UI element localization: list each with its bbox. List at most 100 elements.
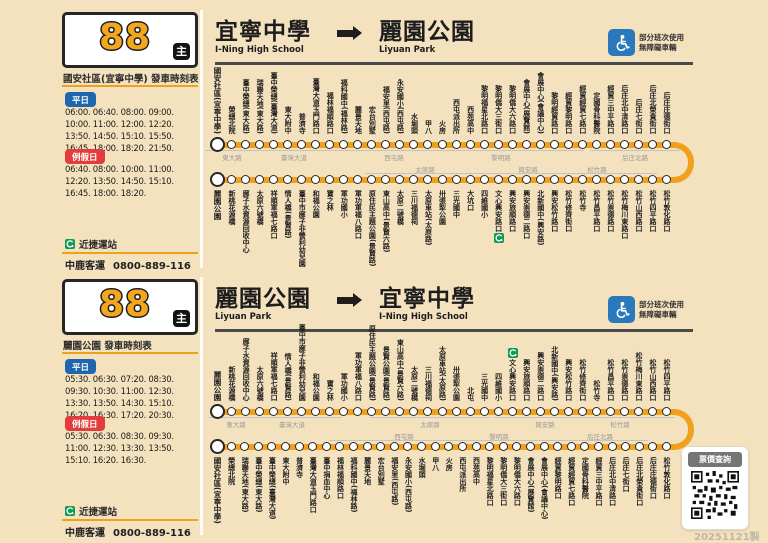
stop-label: 廍子水資源回收中心 <box>242 190 251 253</box>
stop-marker <box>553 442 563 451</box>
stop-marker <box>539 442 549 451</box>
stop-label: 普濟寺 <box>298 113 307 134</box>
destination-name-en: I-Ning High School <box>379 312 468 322</box>
stop-label: 永安國小(西屯路) <box>404 457 413 513</box>
route-number: 88 <box>99 284 152 325</box>
stop-label: 臺灣大道玉門路口 <box>312 78 321 134</box>
stop-marker <box>662 407 671 416</box>
stop-marker <box>493 407 503 416</box>
main-route-badge: 主 <box>173 310 190 327</box>
stop-marker <box>255 407 265 416</box>
stop-label: 北屯 <box>466 387 475 401</box>
terminal-stop-marker <box>210 172 225 187</box>
stop-marker <box>283 175 293 184</box>
stop-label: 松竹寺 <box>592 380 601 401</box>
stop-label: 甲八 <box>431 457 440 471</box>
stop-label: 松竹崇德路口 <box>606 190 615 232</box>
stop-label: 太原六號橋 <box>256 366 265 401</box>
stop-marker <box>549 175 559 184</box>
stop-marker <box>479 407 489 416</box>
weekday-times: 05:30. 06:30. 07:20. 08:30. 09:30. 10:30… <box>65 375 174 421</box>
stop-marker <box>255 175 265 184</box>
stop-label: 黎明僑大三街口 <box>494 85 503 134</box>
stop-label: 松竹梅川東路口 <box>634 352 643 401</box>
stop-label: 新桃花源橋 <box>228 190 237 225</box>
stop-label: 水堀頭 <box>410 113 419 134</box>
stop-marker <box>648 442 658 451</box>
stop-marker <box>647 407 657 416</box>
stop-label: 景賢公園(景賢路) <box>382 345 391 401</box>
stop-label: 臺中榮總(東大路) <box>242 78 251 134</box>
stop-marker <box>283 407 293 416</box>
stop-label: 臺中榮總(臺灣大道) <box>270 71 279 134</box>
stop-marker <box>662 175 671 184</box>
road-line <box>241 150 347 151</box>
timetable-sidebar: 88 主 國安社區(宜寧中學) 發車時刻表 平日 06:00. 06:40. 0… <box>62 10 203 272</box>
stop-label: 松竹梅川東路口 <box>620 190 629 239</box>
stop-marker <box>281 442 291 451</box>
stop-marker <box>417 442 427 451</box>
stop-label: 臺中榮總(東大路) <box>254 457 263 513</box>
holiday-badge: 例假日 <box>65 149 105 164</box>
operator-name: 中鹿客運 <box>65 528 105 539</box>
stop-marker <box>395 175 405 184</box>
stop-label: 四維國小 <box>494 373 503 401</box>
stop-marker <box>605 175 615 184</box>
timetable-sidebar: 88 主 麗園公園 發車時刻表 平日 05:30. 06:30. 07:20. … <box>62 277 203 539</box>
stop-label: 松竹四平路口 <box>648 190 657 232</box>
stop-marker <box>507 175 517 184</box>
stop-label: 黎明僑大六路口 <box>508 85 517 134</box>
road-name: 黎明路 <box>491 154 511 162</box>
stop-label: 瑞聯天地(東大路) <box>241 457 250 513</box>
route-line-lower <box>218 444 667 450</box>
stop-marker <box>409 175 419 184</box>
road-line <box>552 440 648 441</box>
route-number: 88 <box>99 17 152 58</box>
road-line <box>565 417 675 418</box>
stop-marker <box>593 442 603 451</box>
operator-phone: 0800-889-116 <box>113 261 191 272</box>
weekday-times: 06:00. 06:40. 08:00. 09:00. 10:00. 11:00… <box>65 108 174 154</box>
stop-marker <box>409 407 419 416</box>
stop-marker <box>633 175 643 184</box>
stop-label: 東大附中 <box>284 106 293 134</box>
stop-marker <box>367 175 377 184</box>
stop-marker <box>423 175 433 184</box>
near-metro-note: 近捷運站 <box>65 504 117 518</box>
version-date-note: 20251121製 <box>694 532 760 543</box>
road-name: 東大路 <box>226 421 246 429</box>
stop-label: 松竹山西路口 <box>634 190 643 232</box>
stop-marker <box>647 175 657 184</box>
stop-label: 新桃花源橋 <box>228 366 237 401</box>
stop-marker <box>353 140 363 149</box>
stop-marker <box>662 140 671 149</box>
stop-label: 東山高中(景賢六路) <box>382 190 391 253</box>
stop-marker <box>376 442 386 451</box>
stop-label: 大坑口 <box>466 190 475 211</box>
stop-label: 西屯派出所 <box>452 99 461 134</box>
stop-label: 福林福順路口 <box>326 92 335 134</box>
direction-title: 宜寧中學 I-Ning High School 麗園公園 Liyuan Park <box>215 20 475 56</box>
stop-marker <box>633 407 643 416</box>
stop-marker <box>451 140 461 149</box>
stop-marker <box>605 407 615 416</box>
stop-label: 后庄北中清路口 <box>608 457 617 506</box>
destination-title: 宜寧中學 I-Ning High School <box>379 287 475 323</box>
stop-label: 福安里(西屯路) <box>382 85 391 134</box>
origin-title: 麗園公園 Liyuan Park <box>215 287 311 323</box>
stop-label: 后庄庄德街口 <box>649 457 658 499</box>
stop-label: 松竹修齊街口 <box>578 359 587 401</box>
stop-label: 太原車站(太原路) <box>438 345 447 401</box>
stop-marker <box>535 175 545 184</box>
stop-marker <box>294 442 304 451</box>
stop-marker <box>253 442 263 451</box>
stop-marker <box>227 175 237 184</box>
stop-marker <box>619 407 629 416</box>
road-line <box>329 440 479 441</box>
stop-label: 三川福德祠 <box>424 366 433 401</box>
divider <box>62 85 198 87</box>
stop-label: 瑞聯天地(東大路) <box>256 78 265 134</box>
destination-title: 麗園公園 Liyuan Park <box>379 20 475 56</box>
main-route-badge: 主 <box>173 43 190 60</box>
terminal-stop-label: 國安社區(宜寧中學) <box>213 457 222 524</box>
